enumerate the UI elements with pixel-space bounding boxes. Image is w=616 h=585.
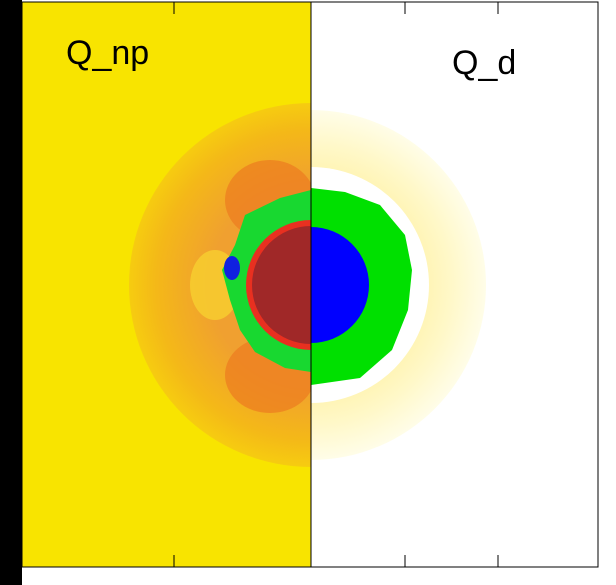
page: {"labels": {"left": "Q_np", "right": "Q_… <box>0 0 616 585</box>
right-label: Q_d <box>452 44 516 82</box>
figure: Q_np Q_d <box>0 0 616 585</box>
left-label: Q_np <box>66 34 149 72</box>
left-strip <box>0 0 22 585</box>
